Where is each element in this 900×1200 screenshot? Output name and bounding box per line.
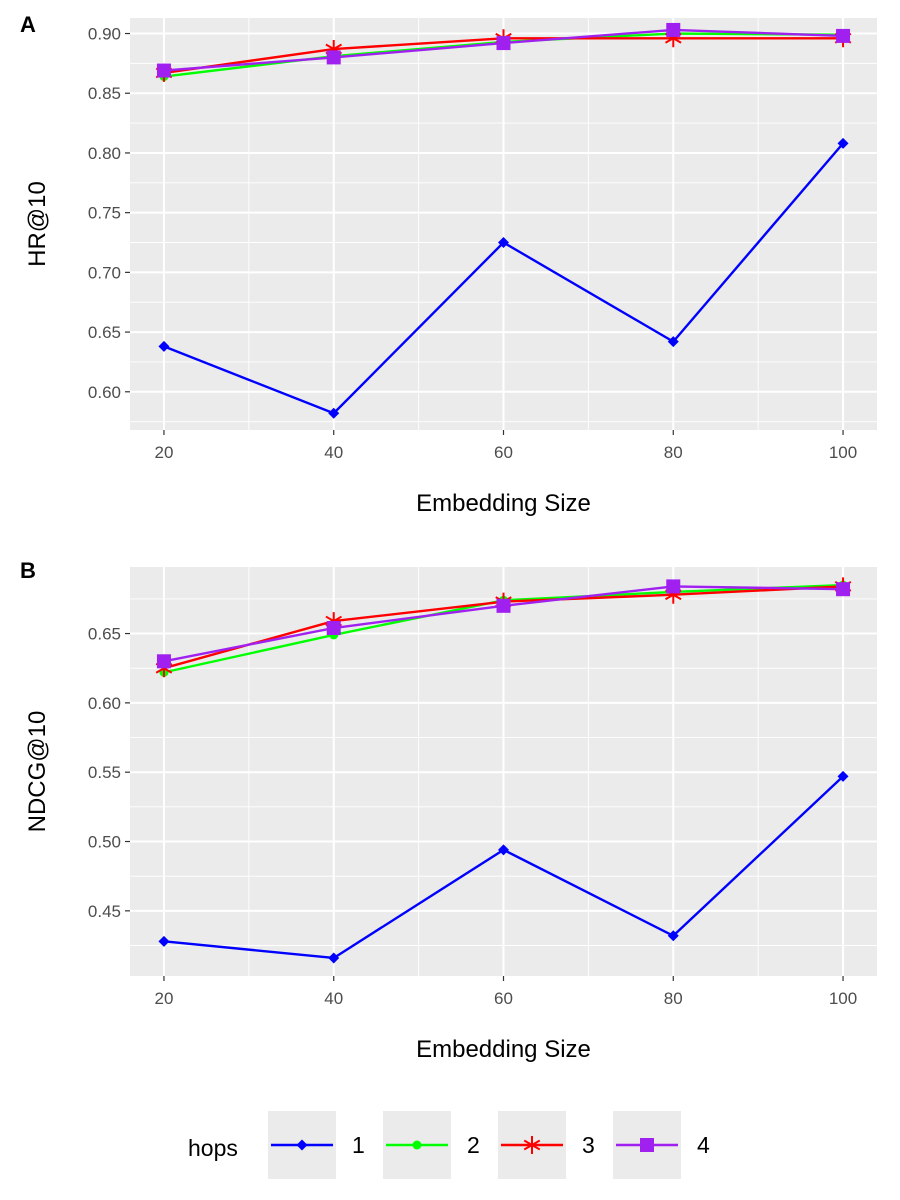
data-point-hops-1: [837, 770, 849, 782]
x-tick-label: 20: [154, 989, 173, 1008]
panel-label: B: [20, 558, 36, 583]
data-point-hops-4: [326, 621, 341, 636]
legend-label: 2: [467, 1132, 480, 1158]
legend-item-hops-2: 2: [383, 1111, 480, 1179]
data-point-hops-4: [156, 654, 171, 669]
y-axis-title: NDCG@10: [24, 711, 51, 833]
data-point-hops-4: [496, 598, 511, 613]
series-hops-4: [156, 579, 851, 669]
x-tick-label: 20: [154, 443, 173, 462]
y-tick-label: 0.65: [88, 323, 121, 342]
legend: hops 1 2 3 4: [188, 1111, 710, 1179]
legend-item-hops-3: 3: [498, 1111, 595, 1179]
legend-marker-hops-3: [523, 1136, 541, 1154]
data-point-hops-1: [498, 844, 509, 856]
data-point-hops-1: [498, 237, 509, 249]
x-tick-label: 80: [664, 989, 683, 1008]
y-tick-label: 0.85: [88, 84, 121, 103]
y-tick-label: 0.45: [88, 902, 121, 921]
data-point-hops-1: [158, 340, 170, 352]
y-tick-label: 0.80: [88, 144, 121, 163]
x-tick-label: 80: [664, 443, 683, 462]
y-tick-label: 0.90: [88, 25, 121, 44]
panel-a: 0.60 0.65 0.70 0.75 0.80 0.85 0.90 20 40 60 80 100 E…: [20, 12, 877, 517]
y-tick-label: 0.65: [88, 625, 121, 644]
legend-item-hops-4: 4: [613, 1111, 710, 1179]
y-tick-label: 0.60: [88, 694, 121, 713]
x-axis-title: Embedding Size: [416, 490, 591, 517]
y-tick-label: 0.50: [88, 833, 121, 852]
data-point-hops-4: [836, 28, 851, 43]
y-tick-label: 0.60: [88, 383, 121, 402]
data-point-hops-4: [666, 22, 681, 37]
data-point-hops-1: [667, 930, 679, 942]
x-tick-label: 40: [324, 443, 343, 462]
data-point-hops-4: [836, 582, 851, 597]
legend-label: 4: [697, 1132, 710, 1158]
legend-marker-hops-2: [412, 1140, 422, 1150]
data-point-hops-4: [496, 36, 511, 51]
y-tick-label: 0.70: [88, 263, 121, 282]
legend-label: 1: [352, 1132, 365, 1158]
x-tick-label: 40: [324, 989, 343, 1008]
data-point-hops-4: [156, 63, 171, 78]
data-point-hops-1: [328, 952, 340, 964]
data-point-hops-1: [667, 336, 679, 348]
x-tick-label: 60: [494, 443, 513, 462]
x-tick-label: 100: [829, 989, 857, 1008]
series-hops-4: [156, 22, 851, 78]
legend-marker-hops-1: [296, 1139, 308, 1151]
series-hops-1: [158, 137, 849, 419]
data-point-hops-1: [158, 935, 170, 947]
series-hops-1: [158, 770, 849, 964]
legend-item-hops-1: 1: [268, 1111, 365, 1179]
data-point-hops-4: [666, 579, 681, 594]
data-point-hops-4: [326, 50, 341, 65]
x-axis-title: Embedding Size: [416, 1036, 591, 1063]
legend-title: hops: [188, 1135, 238, 1161]
legend-marker-hops-4: [640, 1138, 654, 1152]
y-tick-label: 0.75: [88, 204, 121, 223]
legend-label: 3: [582, 1132, 595, 1158]
y-axis-title: HR@10: [24, 181, 51, 267]
panel-b: 0.45 0.50 0.55 0.60 0.65 20 40 60 80 100 Embedding…: [20, 558, 877, 1063]
panel-label: A: [20, 12, 36, 37]
x-tick-label: 60: [494, 989, 513, 1008]
data-point-hops-1: [837, 137, 849, 149]
y-tick-label: 0.55: [88, 763, 121, 782]
x-tick-label: 100: [829, 443, 857, 462]
data-point-hops-1: [328, 407, 340, 419]
